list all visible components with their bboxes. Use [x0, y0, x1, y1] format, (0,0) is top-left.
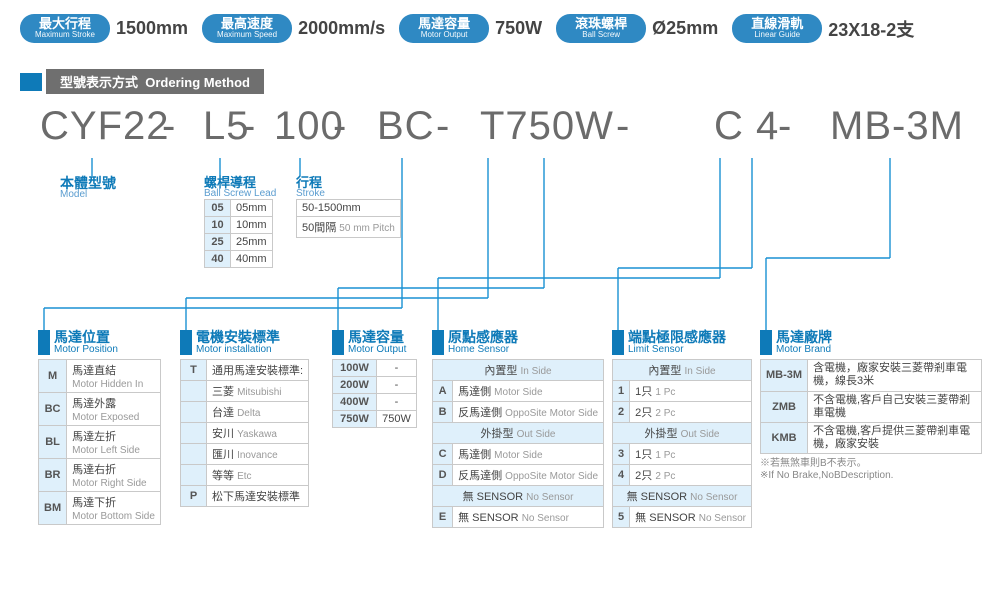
- ord-part: C 4: [714, 104, 779, 149]
- spec: 最高速度Maximum Speed 2000mm/s: [202, 14, 385, 43]
- model-label: 本體型號Model: [60, 176, 116, 200]
- group-table: MB-3M含電機，廠家安裝三菱帶剎車電機，線長3米ZMB不含電機,客戶自己安裝三…: [760, 359, 982, 454]
- ballscrew-block: 螺桿導程Ball Screw Lead 0505mm1010mm2525mm40…: [204, 176, 276, 268]
- spec-pill: 最高速度Maximum Speed: [202, 14, 292, 43]
- group-table: T通用馬達安裝標準:三菱 Mitsubishi台達 Delta安川 Yaskaw…: [180, 359, 309, 507]
- group-mo: 馬達容量Motor Output 100W-200W-400W-750W750W: [332, 330, 424, 428]
- spec-pill: 滾珠螺桿Ball Screw: [556, 14, 646, 43]
- section-bar: [20, 73, 42, 91]
- group-mi: 電機安裝標準Motor installation T通用馬達安裝標準:三菱 Mit…: [180, 330, 325, 507]
- spec-pill: 最大行程Maximum Stroke: [20, 14, 110, 43]
- stroke-head: 行程Stroke: [296, 176, 401, 199]
- group-head: 端點極限感應器Limit Sensor: [612, 330, 752, 355]
- ord-part: -: [778, 104, 792, 149]
- ordering-string: CYF22-L5-100-BC-T750W-C 4-MB-3M: [20, 104, 980, 152]
- section-title: 型號表示方式 Ordering Method: [46, 69, 264, 94]
- group-mb: 馬達廠牌Motor Brand MB-3M含電機，廠家安裝三菱帶剎車電機，線長3米…: [760, 330, 982, 482]
- spec: 最大行程Maximum Stroke 1500mm: [20, 14, 188, 43]
- group-head: 原點感應器Home Sensor: [432, 330, 604, 355]
- group-head: 電機安裝標準Motor installation: [180, 330, 325, 355]
- wire-svg: [20, 158, 980, 334]
- spec-value: 1500mm: [110, 18, 188, 39]
- ord-part: -: [436, 104, 450, 149]
- spec-pill: 直線滑軌Linear Guide: [732, 14, 822, 43]
- spec-value: Ø25mm: [646, 18, 718, 39]
- ord-part: -: [616, 104, 630, 149]
- wire-layer: 螺桿導程Ball Screw Lead 0505mm1010mm2525mm40…: [20, 158, 980, 330]
- spec: 滾珠螺桿Ball Screw Ø25mm: [556, 14, 718, 43]
- group-table: 100W-200W-400W-750W750W: [332, 359, 417, 428]
- ord-part: CYF22: [40, 104, 170, 149]
- spec: 直線滑軌Linear Guide 23X18-2支: [732, 14, 914, 43]
- ballscrew-head: 螺桿導程Ball Screw Lead: [204, 176, 276, 199]
- stroke-block: 行程Stroke 50-1500mm50間隔 50 mm Pitch: [296, 176, 401, 238]
- ord-part: MB-3M: [830, 104, 964, 149]
- group-table: M馬達直結Motor Hidden InBC馬達外露Motor ExposedB…: [38, 359, 161, 525]
- group-hs: 原點感應器Home Sensor 內置型 In SideA馬達側 Motor Si…: [432, 330, 604, 528]
- group-ls: 端點極限感應器Limit Sensor 內置型 In Side11只 1 Pc22…: [612, 330, 752, 528]
- spec-row: 最大行程Maximum Stroke 1500mm 最高速度Maximum Sp…: [20, 14, 980, 43]
- groups-row: 馬達位置Motor Position M馬達直結Motor Hidden InBC…: [20, 330, 980, 570]
- group-mp: 馬達位置Motor Position M馬達直結Motor Hidden InBC…: [38, 330, 173, 525]
- ord-part: BC: [377, 104, 435, 149]
- group-note: ※若無煞車則B不表示。※If No Brake,NoBDescription.: [760, 458, 982, 482]
- group-head: 馬達廠牌Motor Brand: [760, 330, 982, 355]
- ord-part: -: [162, 104, 176, 149]
- group-head: 馬達位置Motor Position: [38, 330, 173, 355]
- spec-pill: 馬達容量Motor Output: [399, 14, 489, 43]
- group-head: 馬達容量Motor Output: [332, 330, 424, 355]
- ord-part: -: [333, 104, 347, 149]
- ballscrew-table: 0505mm1010mm2525mm4040mm: [204, 199, 273, 268]
- stroke-table: 50-1500mm50間隔 50 mm Pitch: [296, 199, 401, 238]
- spec-value: 23X18-2支: [822, 16, 914, 42]
- group-table: 內置型 In Side11只 1 Pc22只 2 Pc外掛型 Out Side3…: [612, 359, 752, 528]
- ord-part: T750W: [480, 104, 614, 149]
- spec: 馬達容量Motor Output 750W: [399, 14, 542, 43]
- spec-value: 2000mm/s: [292, 18, 385, 39]
- spec-value: 750W: [489, 18, 542, 39]
- ord-part: -: [242, 104, 256, 149]
- section-header: 型號表示方式 Ordering Method: [20, 69, 980, 94]
- group-table: 內置型 In SideA馬達側 Motor SideB反馬達側 OppoSite…: [432, 359, 604, 528]
